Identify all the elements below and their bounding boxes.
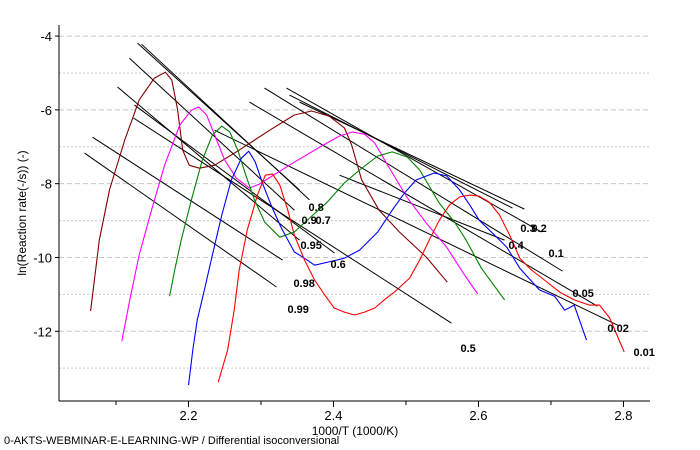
isoconversional-line-0.05 [264,87,563,272]
isoconversional-label-0.3: 0.3 [520,223,535,235]
x-tick-label: 2.8 [614,408,632,423]
isoconversional-label-0.7: 0.7 [315,215,330,227]
y-tick-label: -4 [40,29,52,44]
series-group [90,71,625,386]
isoconversional-label-0.1: 0.1 [548,248,563,260]
y-tick-label: -12 [33,324,52,339]
x-tick-label: 2.2 [179,408,197,423]
data-series-4 [187,150,588,386]
y-tick-label: -8 [40,177,52,192]
data-series-2 [121,106,479,342]
isoconversional-line-0.4 [339,174,505,241]
isoconversional-labels: 0.01 0.02 0.05 0.1 0.20.3 0.4 0.5 0.6 0.70.80.9 0… [288,202,655,359]
isoconversional-lines [84,42,620,327]
data-series-5 [217,173,625,383]
isoconversional-line-0.9 [129,57,295,211]
isoconversional-label-0.05: 0.05 [572,288,593,300]
isoconversional-label-0.02: 0.02 [607,323,628,335]
grid [59,35,650,369]
isoconversional-line-0.1 [286,87,542,233]
isoconversional-line-0.2 [299,101,525,210]
isoconversional-line-0.02 [249,101,598,307]
y-tick-label: -6 [40,103,52,118]
isoconversional-line-0.6 [134,104,335,254]
isoconversional-label-0.6: 0.6 [330,259,345,271]
axis-ticks: 2.2 2.4 2.6 2.8 -4 -6 -8 -10 -12 [33,29,632,423]
isoconversional-label-0.95: 0.95 [300,240,321,252]
x-axis-title: 1000/T (1000/K) [312,424,399,438]
isoconversional-label-0.5: 0.5 [460,343,475,355]
footer-caption: 0-AKTS-WEBMINAR-E-LEARNING-WP / Differen… [4,435,340,447]
isoconversional-line-0.3 [289,94,513,209]
y-axis-title: ln(Reaction rate(-/s)) (-) [15,150,29,275]
isoconversional-line-0.8 [141,43,310,201]
y-tick-label: -10 [33,250,52,265]
isoconversional-line-0.01 [214,129,620,327]
isoconversional-label-0.98: 0.98 [293,278,314,290]
x-tick-label: 2.6 [469,408,487,423]
isoconversional-label-0.4: 0.4 [508,240,524,252]
data-series-1 [90,71,448,312]
isoconversional-label-0.99: 0.99 [288,304,309,316]
data-series-3 [169,125,506,301]
x-tick-label: 2.4 [324,408,342,423]
isoconversional-line-0.98 [92,136,283,261]
isoconversional-label-0.8: 0.8 [308,202,323,214]
isoconversional-line-0.95 [117,86,300,241]
isoconversional-label-0.2: 0.2 [531,223,546,235]
isoconversional-label-0.01: 0.01 [633,347,654,359]
isoconversional-label-0.9: 0.9 [301,215,316,227]
isoconversional-line-0.99 [84,152,277,288]
